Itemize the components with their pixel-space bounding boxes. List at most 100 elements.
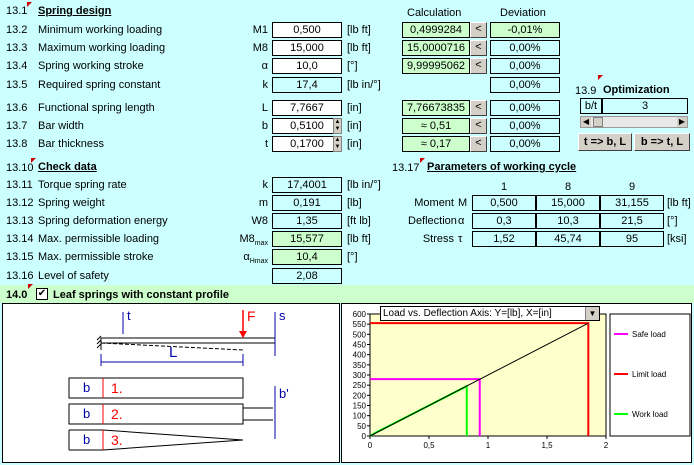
check-value: 15,577 [272,231,342,247]
series-line-deflection [369,322,589,437]
x-tick-label: 0,5 [423,441,435,450]
row-number: 13.4 [6,60,28,72]
cycle-value: 45,74 [536,231,600,247]
row-label: Max. permissible loading [38,233,160,245]
row-label: Spring weight [38,197,105,209]
value-input[interactable]: 7,7667 [272,100,342,116]
deviation-value: -0,01% [490,22,560,38]
value-input: 17,4 [272,77,342,93]
row-number: 13.2 [6,24,28,36]
stepper[interactable]: ▲ ▼ [333,136,342,152]
row-symbol: t [264,138,268,150]
calc-header: Calculation [407,7,462,19]
unit-label: [lb ft] [347,42,371,54]
legend-label: Safe load [632,330,666,339]
unit-label: [lb ft] [667,197,691,209]
apply-calc-button[interactable]: < [470,22,487,38]
row-number: 13.5 [6,79,28,91]
cycle-row-symbol: M [458,197,468,209]
symbol-subscript: Hmax [249,258,268,266]
stepper-down-icon[interactable]: ▼ [334,126,341,132]
bt-scrollbar[interactable]: ◀ ▶ [580,116,688,128]
y-tick-label: 550 [353,320,367,329]
apply-calc-button[interactable]: < [470,58,487,74]
profile-2-label: 2. [111,406,123,422]
bt-value-field[interactable]: 3 [602,98,688,114]
optimize-b-button[interactable]: b => t, L [634,133,690,151]
unit-label: [°] [347,251,358,263]
apply-calc-button[interactable]: < [470,40,487,56]
x-tick-label: 1,5 [541,441,553,450]
row-number: 13.6 [6,102,28,114]
optimization-title: Optimization [603,84,670,96]
legend-label: Work load [632,410,668,419]
row-symbol: W8 [222,215,269,227]
check-value: 2,08 [272,268,342,284]
unit-label: [in] [347,138,362,150]
unit-label: [lb ft] [347,233,371,245]
chart-type-dropdown[interactable]: Load vs. Deflection Axis: Y=[lb], X=[in]… [380,306,600,321]
scroll-thumb[interactable] [593,117,603,127]
x-tick-label: 2 [604,441,609,450]
row-label: Functional spring length [38,102,155,114]
calculated-value: 9,99995062 [402,58,470,74]
cycle-row-label: Stress [422,233,454,245]
value-input[interactable]: 15,000 [272,40,342,56]
bt-label: b/t [580,98,602,114]
section-number-13-1: 13.1 [6,5,28,17]
row-label: Minimum working loading [38,24,163,36]
cycle-value: 15,000 [536,195,600,211]
row-number: 13.12 [6,197,34,209]
optimization-number: 13.9 [575,85,597,97]
section-number-14-0: 14.0 [6,289,28,301]
y-tick-label: 200 [353,391,367,400]
scroll-left-icon[interactable]: ◀ [581,117,591,127]
row-number: 13.8 [6,138,28,150]
spring-design-title: Spring design [38,5,112,17]
value-input[interactable]: 0,500 [272,22,342,38]
row-symbol: k [222,179,269,191]
cycle-col-header: 8 [564,181,572,193]
leaf-springs-checkbox[interactable]: ✔ [36,288,48,300]
cycle-value: 95 [600,231,664,247]
row-label: Spring working stroke [38,60,144,72]
unit-label: [in] [347,102,362,114]
stepper-up-icon[interactable]: ▲ [334,137,341,143]
stepper-down-icon[interactable]: ▼ [334,144,341,150]
unit-label: [lb ft] [347,24,371,36]
value-input[interactable]: 0,1700 [272,136,342,152]
cycle-value: 1,52 [472,231,536,247]
stepper[interactable]: ▲ ▼ [333,118,342,134]
deviation-header: Deviation [500,7,546,19]
section-number-13-10: 13.10 [6,162,34,174]
deviation-value: 0,00% [490,136,560,152]
chart-type-dropdown-value: Load vs. Deflection Axis: Y=[lb], X=[in] [383,308,552,319]
cycle-value: 0,3 [472,213,536,229]
cycle-row-label: Deflection [408,215,457,227]
optimize-t-button[interactable]: t => b, L [578,133,632,151]
stepper-up-icon[interactable]: ▲ [334,119,341,125]
value-input[interactable]: 0,5100 [272,118,342,134]
calculated-value: ≈ 0,17 [402,136,470,152]
row-symbol: b [261,120,268,132]
apply-calc-button[interactable]: < [470,100,487,116]
symbol-text: k [262,179,269,191]
row-number: 13.16 [6,270,34,282]
scroll-right-icon[interactable]: ▶ [677,117,687,127]
row-label: Spring deformation energy [38,215,168,227]
symbol-text: α [243,251,250,263]
unit-label: [lb in/°] [347,179,381,191]
y-tick-label: 50 [357,422,366,431]
y-tick-label: 600 [353,310,367,319]
check-value: 1,35 [272,213,342,229]
apply-calc-button[interactable]: < [470,118,487,134]
label-b-prime: b' [279,386,289,401]
row-symbol: L [261,102,268,114]
value-input[interactable]: 10,0 [272,58,342,74]
row-symbol: M8max [222,233,268,247]
apply-calc-button[interactable]: < [470,136,487,152]
row-number: 13.15 [6,251,34,263]
calculated-value: 15,0000716 [402,40,470,56]
chevron-down-icon[interactable]: ▼ [585,307,599,320]
